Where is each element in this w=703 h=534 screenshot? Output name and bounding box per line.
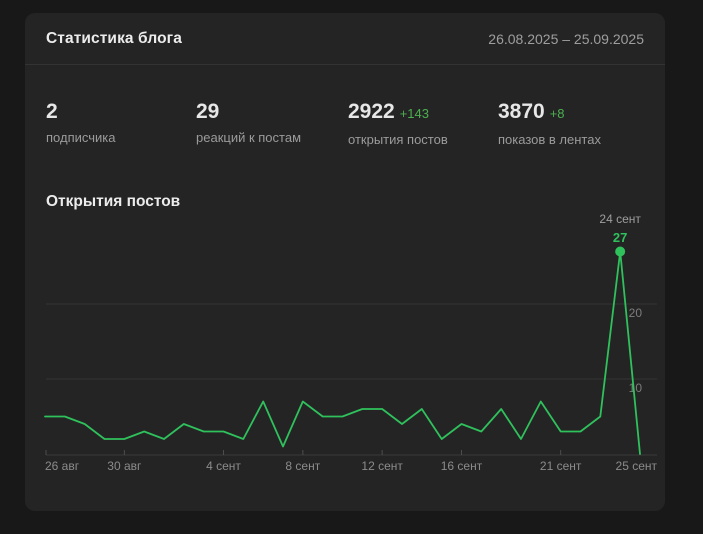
x-tick-label: 25 сент: [616, 459, 658, 473]
stat-value: 29: [196, 100, 220, 123]
stat-label: открытия постов: [348, 132, 448, 147]
chart-title: Открытия постов: [46, 193, 181, 210]
stat-delta: +8: [549, 106, 565, 121]
stat-label: реакций к постам: [196, 130, 302, 145]
x-tick-label: 26 авг: [45, 459, 80, 473]
x-tick-label: 8 сент: [285, 459, 320, 473]
x-tick-label: 30 авг: [107, 459, 142, 473]
page-title: Статистика блога: [46, 29, 182, 47]
stat-post-opens: 2922 +143 открытия постов: [348, 99, 498, 148]
peak-dot: [615, 246, 626, 257]
blog-stats-card: Статистика блога 26.08.2025 – 25.09.2025…: [25, 13, 665, 511]
chart-line: [44, 250, 641, 455]
stat-value: 3870: [498, 100, 545, 123]
stat-value: 2922: [348, 100, 395, 123]
stat-subscribers: 2 подписчика: [46, 99, 196, 148]
post-opens-chart: 10 20 26 авг 30 авг 4 сент 8 сент 12 сент 16 се…: [44, 212, 658, 473]
x-tick-label: 21 сент: [540, 459, 582, 473]
x-tick-label: 12 сент: [361, 459, 403, 473]
x-tick-label: 16 сент: [441, 459, 483, 473]
stat-label: показов в лентах: [498, 132, 601, 147]
stats-row: 2 подписчика 29 реакций к постам 2922 +1…: [25, 99, 665, 148]
date-range: 26.08.2025 – 25.09.2025: [488, 30, 644, 47]
x-tick-label: 4 сент: [206, 459, 241, 473]
peak-value-label: 27: [613, 230, 627, 245]
y-tick-label: 10: [629, 381, 643, 395]
y-tick-label: 20: [629, 306, 643, 320]
stat-delta: +143: [399, 106, 430, 121]
stat-feed-impressions: 3870 +8 показов в лентах: [498, 99, 644, 148]
peak-date-label: 24 сент: [599, 212, 641, 226]
stat-reactions: 29 реакций к постам: [196, 99, 348, 148]
card-header: Статистика блога 26.08.2025 – 25.09.2025: [25, 13, 665, 65]
stat-value: 2: [46, 100, 58, 123]
stat-label: подписчика: [46, 130, 116, 145]
